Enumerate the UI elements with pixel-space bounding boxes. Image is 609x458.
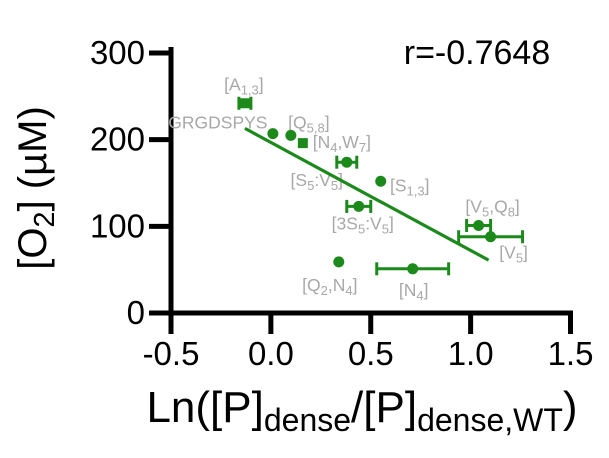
y-axis-title: [O2] (µM)	[11, 106, 61, 270]
x-tick-label: 0.0	[248, 335, 294, 372]
data-point-label: [S1,3]	[390, 175, 430, 198]
data-point	[297, 138, 308, 149]
data-point	[267, 128, 279, 140]
x-axis-title: Ln([P]dense/[P]dense,WT)	[146, 383, 577, 438]
x-tick-label: 1.5	[548, 335, 594, 372]
data-point-label: [Q2,N4]	[302, 275, 357, 298]
data-point-label: [3S5:V5]	[332, 213, 394, 236]
data-point-label: [A1,3]	[224, 74, 264, 97]
data-point	[341, 156, 353, 168]
y-tick-label: 200	[90, 121, 145, 158]
data-point	[285, 129, 297, 141]
data-point-label: [N4,W7]	[313, 132, 371, 155]
data-point	[375, 175, 387, 187]
data-point	[485, 231, 497, 243]
x-tick-label: 0.5	[348, 335, 394, 372]
data-point-label: [S5:V5]	[291, 170, 343, 193]
data-point	[353, 200, 365, 212]
y-tick-label: 0	[127, 294, 145, 331]
trend-line	[244, 126, 490, 262]
x-tick-label: -0.5	[143, 335, 200, 372]
y-tick-label: 100	[90, 207, 145, 244]
data-point-label: [N4]	[399, 280, 429, 303]
data-point-label: [Q5,8]	[288, 112, 329, 135]
data-point	[473, 219, 485, 231]
data-point-label: GRGDSPYS	[168, 113, 267, 133]
data-point-label: [V5]	[499, 243, 528, 266]
data-point	[407, 263, 419, 275]
data-point	[333, 256, 345, 268]
data-point	[239, 98, 250, 109]
data-point-label: [V5,Q8]	[465, 196, 519, 219]
r-annotation: r=-0.7648	[404, 34, 551, 72]
y-tick-label: 300	[90, 34, 145, 71]
x-tick-label: 1.0	[448, 335, 494, 372]
